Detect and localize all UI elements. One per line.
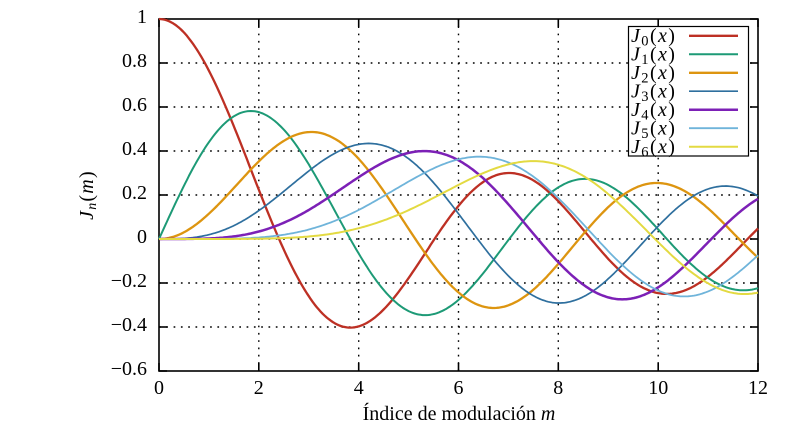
svg-text:0.8: 0.8 <box>122 50 147 72</box>
svg-text:0.2: 0.2 <box>122 182 147 204</box>
svg-text:1: 1 <box>137 6 147 28</box>
svg-text:J2(x): J2(x) <box>631 62 676 87</box>
svg-text:J0(x): J0(x) <box>631 25 676 50</box>
svg-text:−0.2: −0.2 <box>111 270 147 292</box>
svg-text:J3(x): J3(x) <box>631 81 676 106</box>
svg-text:0.6: 0.6 <box>122 94 147 116</box>
svg-text:J1(x): J1(x) <box>631 44 676 69</box>
svg-text:Jn(m): Jn(m) <box>76 170 100 220</box>
svg-text:4: 4 <box>354 377 364 399</box>
svg-text:0.4: 0.4 <box>122 138 147 160</box>
svg-text:Índice de modulación m: Índice de modulación m <box>363 402 556 425</box>
svg-text:0: 0 <box>154 377 164 399</box>
svg-text:10: 10 <box>648 377 668 399</box>
svg-text:6: 6 <box>454 377 464 399</box>
svg-text:J5(x): J5(x) <box>631 117 676 142</box>
svg-text:12: 12 <box>748 377 768 399</box>
svg-text:8: 8 <box>553 377 563 399</box>
svg-text:0: 0 <box>137 226 147 248</box>
svg-text:2: 2 <box>254 377 264 399</box>
svg-text:−0.4: −0.4 <box>111 314 147 336</box>
svg-text:−0.6: −0.6 <box>111 358 147 380</box>
svg-text:J4(x): J4(x) <box>631 99 676 124</box>
svg-text:J6(x): J6(x) <box>631 136 676 161</box>
